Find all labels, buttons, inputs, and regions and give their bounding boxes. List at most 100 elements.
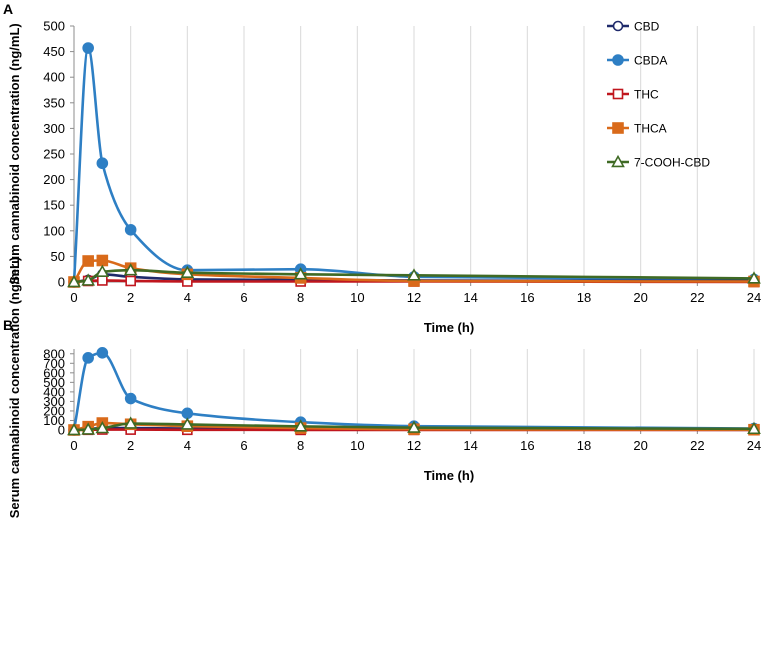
legend-label: 7-COOH-CBD — [634, 156, 710, 170]
data-point — [123, 263, 138, 276]
x-tick-label: 22 — [690, 290, 704, 305]
data-point — [180, 265, 195, 278]
legend-item: THCA — [607, 122, 667, 136]
x-tick-label: 8 — [297, 290, 304, 305]
y-tick-label: 800 — [43, 346, 65, 361]
data-point — [180, 417, 195, 430]
legend-marker — [611, 154, 625, 168]
x-tick-label: 4 — [184, 290, 191, 305]
data-point — [407, 420, 421, 433]
x-tick-label: 24 — [747, 438, 761, 453]
legend-label: THC — [634, 88, 659, 102]
legend-marker — [612, 20, 624, 32]
y-axis-title: Serum cannabinoid concentration (ng/mL) — [7, 23, 22, 284]
y-tick-label: 100 — [43, 413, 65, 428]
x-tick-label: 8 — [297, 438, 304, 453]
panel-label: B — [3, 317, 13, 333]
data-point — [293, 267, 308, 280]
y-tick-label: 200 — [43, 172, 65, 187]
x-tick-label: 6 — [240, 290, 247, 305]
data-point — [97, 275, 108, 286]
x-tick-label: 2 — [127, 438, 134, 453]
legend-marker — [612, 122, 624, 134]
series-line — [73, 422, 755, 432]
x-tick-label: 2 — [127, 290, 134, 305]
x-tick-label: 6 — [240, 438, 247, 453]
data-point — [96, 347, 109, 359]
series-line — [73, 421, 755, 432]
y-tick-label: 100 — [43, 223, 65, 238]
x-tick-label: 4 — [184, 438, 191, 453]
data-point — [181, 407, 194, 420]
series-7-cooh-cbd — [67, 416, 761, 436]
y-tick-label: 0 — [58, 423, 65, 438]
series-line — [73, 268, 755, 284]
y-tick-label: 300 — [43, 394, 65, 409]
data-point — [125, 275, 136, 287]
x-tick-label: 0 — [70, 290, 77, 305]
x-tick-label: 14 — [463, 290, 477, 305]
data-point — [82, 352, 94, 364]
legend-item: 7-COOH-CBD — [607, 154, 710, 170]
y-tick-label: 0 — [58, 275, 65, 290]
data-point — [67, 422, 81, 436]
series-7-cooh-cbd — [67, 263, 761, 288]
data-point — [82, 42, 94, 54]
data-point — [95, 420, 110, 434]
y-tick-label: 200 — [43, 403, 65, 418]
data-point — [95, 264, 110, 277]
series-line — [72, 259, 755, 283]
x-tick-label: 16 — [520, 290, 534, 305]
y-tick-label: 150 — [43, 198, 65, 213]
data-point — [124, 392, 137, 405]
x-tick-label: 16 — [520, 438, 534, 453]
panel-label: A — [3, 1, 13, 17]
x-tick-label: 10 — [350, 290, 364, 305]
y-tick-label: 700 — [43, 356, 65, 371]
data-point — [747, 271, 761, 284]
x-tick-label: 20 — [633, 290, 647, 305]
legend-label: CBD — [634, 20, 660, 34]
y-tick-label: 350 — [43, 95, 65, 110]
y-tick-label: 250 — [43, 147, 65, 162]
data-point — [747, 421, 761, 435]
data-point — [293, 419, 308, 432]
y-tick-label: 450 — [43, 44, 65, 59]
data-point — [81, 273, 96, 286]
data-point — [407, 268, 421, 281]
x-tick-label: 24 — [747, 290, 761, 305]
x-tick-label: 0 — [70, 438, 77, 453]
x-tick-label: 20 — [633, 438, 647, 453]
y-tick-label: 500 — [43, 375, 65, 390]
legend-label: CBDA — [634, 54, 667, 68]
y-tick-label: 50 — [51, 249, 65, 264]
legend-label: THCA — [634, 122, 667, 136]
x-axis-title: Time (h) — [424, 468, 474, 483]
x-tick-label: 22 — [690, 438, 704, 453]
x-axis-title: Time (h) — [424, 320, 474, 335]
y-tick-label: 300 — [43, 121, 65, 136]
x-tick-label: 14 — [463, 438, 477, 453]
legend-item: CBD — [607, 20, 660, 34]
x-tick-label: 12 — [407, 438, 421, 453]
data-point — [123, 416, 138, 429]
x-tick-label: 18 — [577, 438, 591, 453]
x-tick-label: 18 — [577, 290, 591, 305]
legend: CBD CBDA THC THCA 7-COOH-CBD — [607, 20, 710, 170]
legend-marker — [612, 54, 624, 66]
y-tick-label: 600 — [43, 365, 65, 380]
data-point — [124, 223, 137, 236]
legend-item: THC — [607, 88, 659, 102]
y-tick-label: 400 — [43, 70, 65, 85]
x-tick-label: 12 — [407, 290, 421, 305]
y-axis-title: Serum cannabinoid concentration (ng/mL) — [7, 257, 22, 518]
data-point — [67, 274, 81, 288]
y-tick-label: 500 — [43, 19, 65, 34]
legend-marker — [612, 88, 624, 100]
data-point — [82, 255, 94, 267]
legend-item: CBDA — [607, 54, 667, 68]
y-tick-label: 400 — [43, 384, 65, 399]
